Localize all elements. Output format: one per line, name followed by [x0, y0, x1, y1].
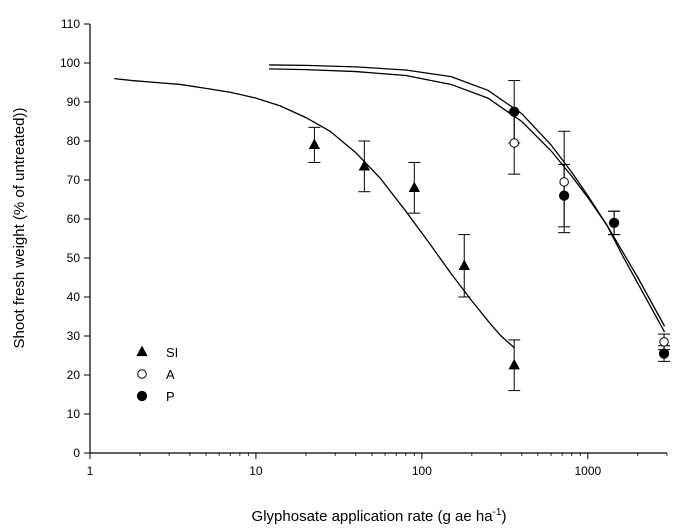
point-p — [608, 217, 620, 229]
y-tick-label: 110 — [61, 17, 80, 31]
legend-label-a: A — [166, 367, 175, 382]
x-tick-label: 1 — [87, 464, 94, 478]
fitted-curves — [114, 64, 666, 349]
fit-curve-a — [269, 68, 666, 327]
y-tick-label: 60 — [67, 212, 81, 226]
x-tick-label: 1000 — [574, 464, 601, 478]
point-a — [509, 138, 519, 148]
x-tick-label: 100 — [412, 464, 432, 478]
error-bars — [308, 80, 671, 392]
y-tick-label: 40 — [67, 290, 81, 304]
y-tick-label: 100 — [60, 56, 80, 70]
point-si — [508, 358, 520, 370]
legend-label-p: P — [166, 389, 175, 404]
x-axis-title-end: ) — [501, 508, 506, 525]
y-tick-label: 90 — [67, 95, 81, 109]
y-tick-label: 0 — [73, 446, 80, 460]
fit-curve-p — [269, 64, 666, 333]
point-si — [358, 160, 371, 171]
point-a — [559, 177, 569, 187]
y-tick-label: 50 — [67, 251, 81, 265]
y-tick-label: 10 — [67, 407, 81, 421]
y-axis-title: Shoot fresh weight (% of untreated)) — [11, 108, 28, 349]
x-axis-title-main: Glyphosate application rate (g ae ha — [252, 508, 494, 525]
legend: SI AP — [136, 345, 178, 404]
legend-marker-p — [136, 390, 148, 402]
y-tick-label: 70 — [67, 173, 81, 187]
y-tick-label: 20 — [67, 368, 81, 382]
fit-curve-si — [114, 77, 515, 349]
x-axis-title-superscript: -1 — [493, 507, 502, 518]
point-si — [308, 138, 321, 150]
legend-marker-a — [137, 369, 147, 379]
point-p — [509, 106, 520, 117]
y-tick-label: 80 — [67, 134, 81, 148]
y-tick-label: 30 — [67, 329, 81, 343]
x-tick-label: 10 — [249, 464, 263, 478]
point-p — [559, 190, 570, 201]
data-points — [308, 106, 670, 370]
point-si — [458, 259, 470, 270]
legend-label-si: SI — [166, 345, 178, 360]
point-p — [658, 348, 670, 359]
legend-marker-si — [136, 345, 148, 357]
point-a — [659, 337, 669, 347]
x-axis-title: Glyphosate application rate (g ae ha-1) — [252, 507, 507, 525]
point-si — [408, 181, 420, 192]
